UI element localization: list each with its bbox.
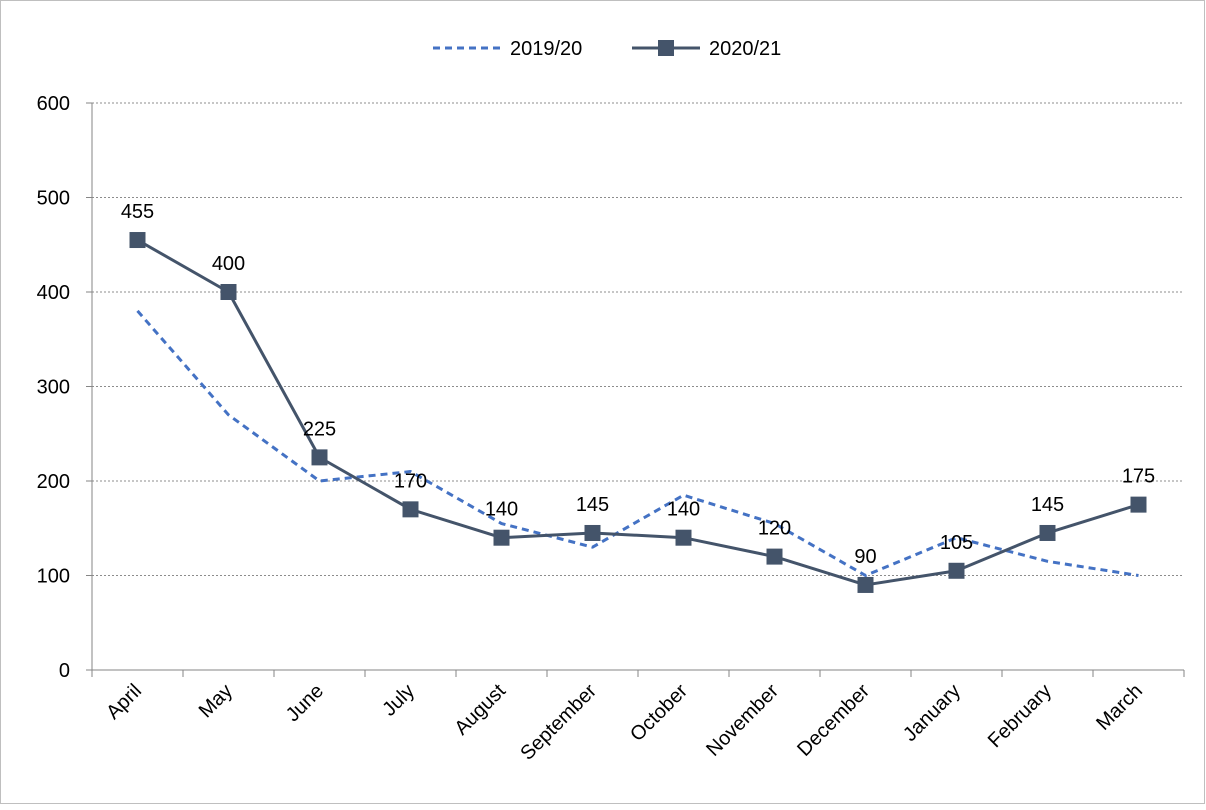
data-point-marker bbox=[1130, 496, 1147, 513]
legend-marker bbox=[658, 40, 674, 56]
legend-label: 2020/21 bbox=[709, 38, 781, 60]
y-tick-label: 300 bbox=[37, 377, 70, 399]
data-point-marker bbox=[311, 449, 328, 466]
data-label: 170 bbox=[394, 470, 427, 492]
data-label: 145 bbox=[576, 494, 609, 516]
data-label: 105 bbox=[940, 532, 973, 554]
series-line-2 bbox=[136, 238, 1139, 587]
legend: 2019/20 2020/21 bbox=[433, 38, 781, 60]
data-point-marker bbox=[493, 529, 510, 546]
data-point-marker bbox=[675, 529, 692, 546]
data-point-marker bbox=[948, 562, 965, 579]
data-label: 175 bbox=[1122, 466, 1155, 488]
data-point-marker bbox=[402, 501, 419, 518]
y-tick-label: 100 bbox=[37, 566, 70, 588]
data-labels: 455 400 225 170 140 145 140 120 90 105 145 175 bbox=[121, 201, 1155, 568]
data-label: 145 bbox=[1031, 494, 1064, 516]
data-point-marker bbox=[857, 576, 874, 593]
series-area bbox=[129, 232, 1147, 593]
data-point-marker bbox=[129, 232, 146, 249]
data-label: 120 bbox=[758, 518, 791, 540]
data-label: 140 bbox=[485, 499, 518, 521]
data-point-marker bbox=[220, 284, 237, 300]
data-point-marker bbox=[584, 524, 601, 541]
data-label: 90 bbox=[854, 546, 876, 568]
data-point-marker bbox=[1039, 524, 1056, 541]
data-label: 400 bbox=[212, 253, 245, 275]
y-tick-label: 0 bbox=[59, 660, 70, 682]
data-point-marker bbox=[766, 548, 783, 565]
y-tick-label: 600 bbox=[37, 93, 70, 115]
data-label: 140 bbox=[667, 499, 700, 521]
y-tick-label: 400 bbox=[37, 282, 70, 304]
gridlines bbox=[92, 102, 1184, 576]
y-tick-label: 200 bbox=[37, 471, 70, 493]
legend-label: 2019/20 bbox=[510, 38, 582, 60]
data-label: 455 bbox=[121, 201, 154, 223]
y-tick-label: 500 bbox=[37, 188, 70, 210]
data-label: 225 bbox=[303, 418, 336, 440]
series-line-1 bbox=[136, 309, 1139, 577]
